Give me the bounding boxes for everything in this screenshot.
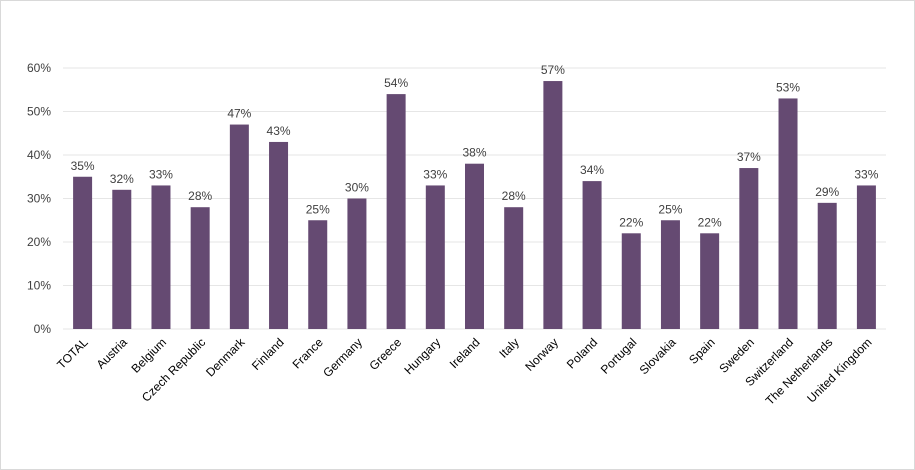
x-category-label: Slovakia xyxy=(637,335,679,377)
data-labels: 35% 32% 33% 28% 47% 43% 25% 30% 54% 33% 38% 28% 57% 3… xyxy=(71,63,879,229)
bar-italy xyxy=(504,207,524,329)
x-category-label: Denmark xyxy=(203,335,248,380)
bar-total xyxy=(73,176,93,329)
data-label: 54% xyxy=(384,76,408,90)
x-category-label: Portugal xyxy=(598,335,640,377)
data-label: 33% xyxy=(423,167,447,181)
data-label: 32% xyxy=(110,172,134,186)
bar-greece xyxy=(386,94,406,329)
y-tick-label: 40% xyxy=(27,148,51,162)
bar-hungary xyxy=(425,185,445,329)
data-label: 53% xyxy=(776,80,800,94)
data-label: 25% xyxy=(306,202,330,216)
x-category-label: Spain xyxy=(686,335,718,367)
bar-austria xyxy=(112,189,132,329)
bar-spain xyxy=(700,233,720,329)
data-label: 25% xyxy=(658,202,682,216)
y-tick-label: 20% xyxy=(27,235,51,249)
x-category-label: Poland xyxy=(564,335,600,371)
bar-united-kingdom xyxy=(856,185,876,329)
x-category-label: Greece xyxy=(367,335,405,373)
bar-norway xyxy=(543,81,563,329)
bar-sweden xyxy=(739,168,759,329)
data-label: 43% xyxy=(267,124,291,138)
bar-france xyxy=(308,220,328,329)
data-label: 30% xyxy=(345,181,369,195)
bar-the-netherlands xyxy=(817,202,837,329)
x-category-label: Ireland xyxy=(447,335,483,371)
data-label: 29% xyxy=(815,185,839,199)
x-category-label: Germany xyxy=(320,335,365,380)
bar-switzerland xyxy=(778,98,798,329)
data-label: 57% xyxy=(541,63,565,77)
bar-ireland xyxy=(465,163,484,329)
bar-denmark xyxy=(229,124,249,329)
y-tick-label: 50% xyxy=(27,105,51,119)
bar-belgium xyxy=(151,185,171,329)
bar-poland xyxy=(582,181,602,329)
y-tick-label: 0% xyxy=(34,322,52,336)
x-category-label: TOTAL xyxy=(54,335,91,372)
data-label: 28% xyxy=(502,189,526,203)
data-label: 34% xyxy=(580,163,604,177)
data-label: 33% xyxy=(854,167,878,181)
data-label: 33% xyxy=(149,167,173,181)
x-category-label: Finland xyxy=(249,335,287,373)
data-label: 22% xyxy=(619,215,643,229)
bar-finland xyxy=(269,141,289,329)
data-label: 28% xyxy=(188,189,212,203)
x-category-label: France xyxy=(290,335,327,372)
x-category-label: The Netherlands xyxy=(763,335,836,408)
data-label: 37% xyxy=(737,150,761,164)
y-axis-ticks: 0% 10% 20% 30% 40% 50% 60% xyxy=(27,61,51,336)
data-label: 35% xyxy=(71,159,95,173)
x-category-label: Hungary xyxy=(401,335,443,377)
x-category-label: Italy xyxy=(496,335,521,360)
bar-germany xyxy=(347,198,367,329)
x-category-label: Norway xyxy=(522,335,561,374)
data-label: 47% xyxy=(227,107,251,121)
bar-czech-republic xyxy=(190,207,210,329)
data-label: 22% xyxy=(698,215,722,229)
y-tick-label: 10% xyxy=(27,279,51,293)
bars xyxy=(73,81,876,329)
data-label: 38% xyxy=(462,146,486,160)
bar-slovakia xyxy=(660,220,680,329)
y-tick-label: 30% xyxy=(27,192,51,206)
bar-portugal xyxy=(621,233,641,329)
y-tick-label: 60% xyxy=(27,61,51,75)
x-category-label: Austria xyxy=(94,335,131,372)
